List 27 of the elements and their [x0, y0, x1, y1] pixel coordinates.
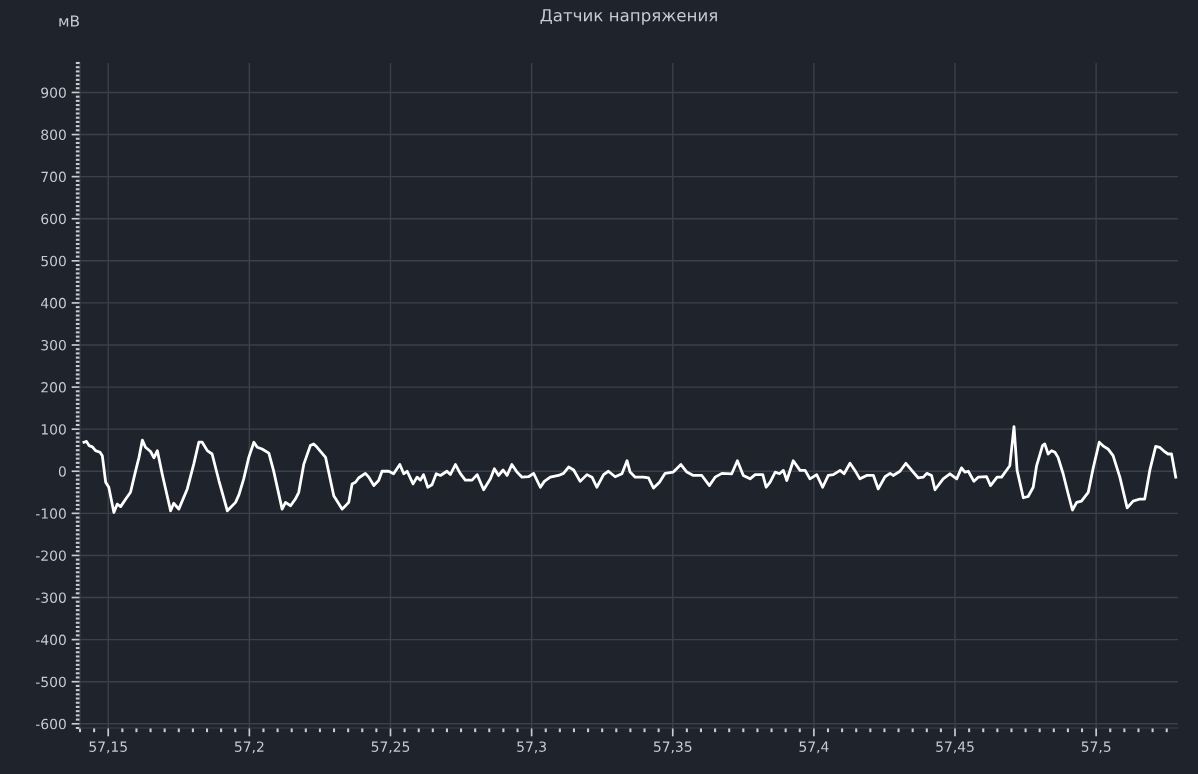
y-tick-label: -500 — [35, 676, 66, 688]
y-tick-label: 700 — [41, 171, 66, 183]
x-tick-label: 57,35 — [653, 741, 692, 754]
y-tick-label: 200 — [41, 382, 66, 393]
y-tick-label: 100 — [41, 424, 66, 435]
y-tick-label: -100 — [35, 508, 66, 519]
x-tick-label: 57,15 — [89, 741, 127, 754]
y-tick-label: 800 — [41, 129, 66, 141]
y-tick-label: 500 — [41, 255, 66, 267]
x-tick-label: 57,3 — [517, 741, 546, 754]
line-series — [82, 425, 1178, 514]
y-tick-label: 400 — [40, 297, 66, 309]
x-tick-label: 57,25 — [371, 741, 410, 754]
x-tick-label: 57,2 — [234, 741, 264, 754]
y-tick-label: -200 — [35, 550, 66, 561]
chart-title: Датчик напряжения — [540, 9, 717, 25]
y-tick-label: 900 — [41, 87, 66, 98]
y-tick-label: 300 — [41, 339, 66, 351]
y-axis-title: мВ — [59, 15, 79, 27]
y-tick-label: 0 — [58, 466, 66, 477]
y-tick-label: -400 — [35, 634, 66, 646]
x-tick-label: 57,4 — [799, 741, 829, 754]
x-tick-label: 57,45 — [936, 741, 974, 754]
y-tick-label: 600 — [41, 213, 66, 225]
y-tick-label: -600 — [35, 718, 66, 730]
y-tick-label: -300 — [35, 592, 66, 603]
x-tick-label: 57,5 — [1081, 741, 1111, 754]
